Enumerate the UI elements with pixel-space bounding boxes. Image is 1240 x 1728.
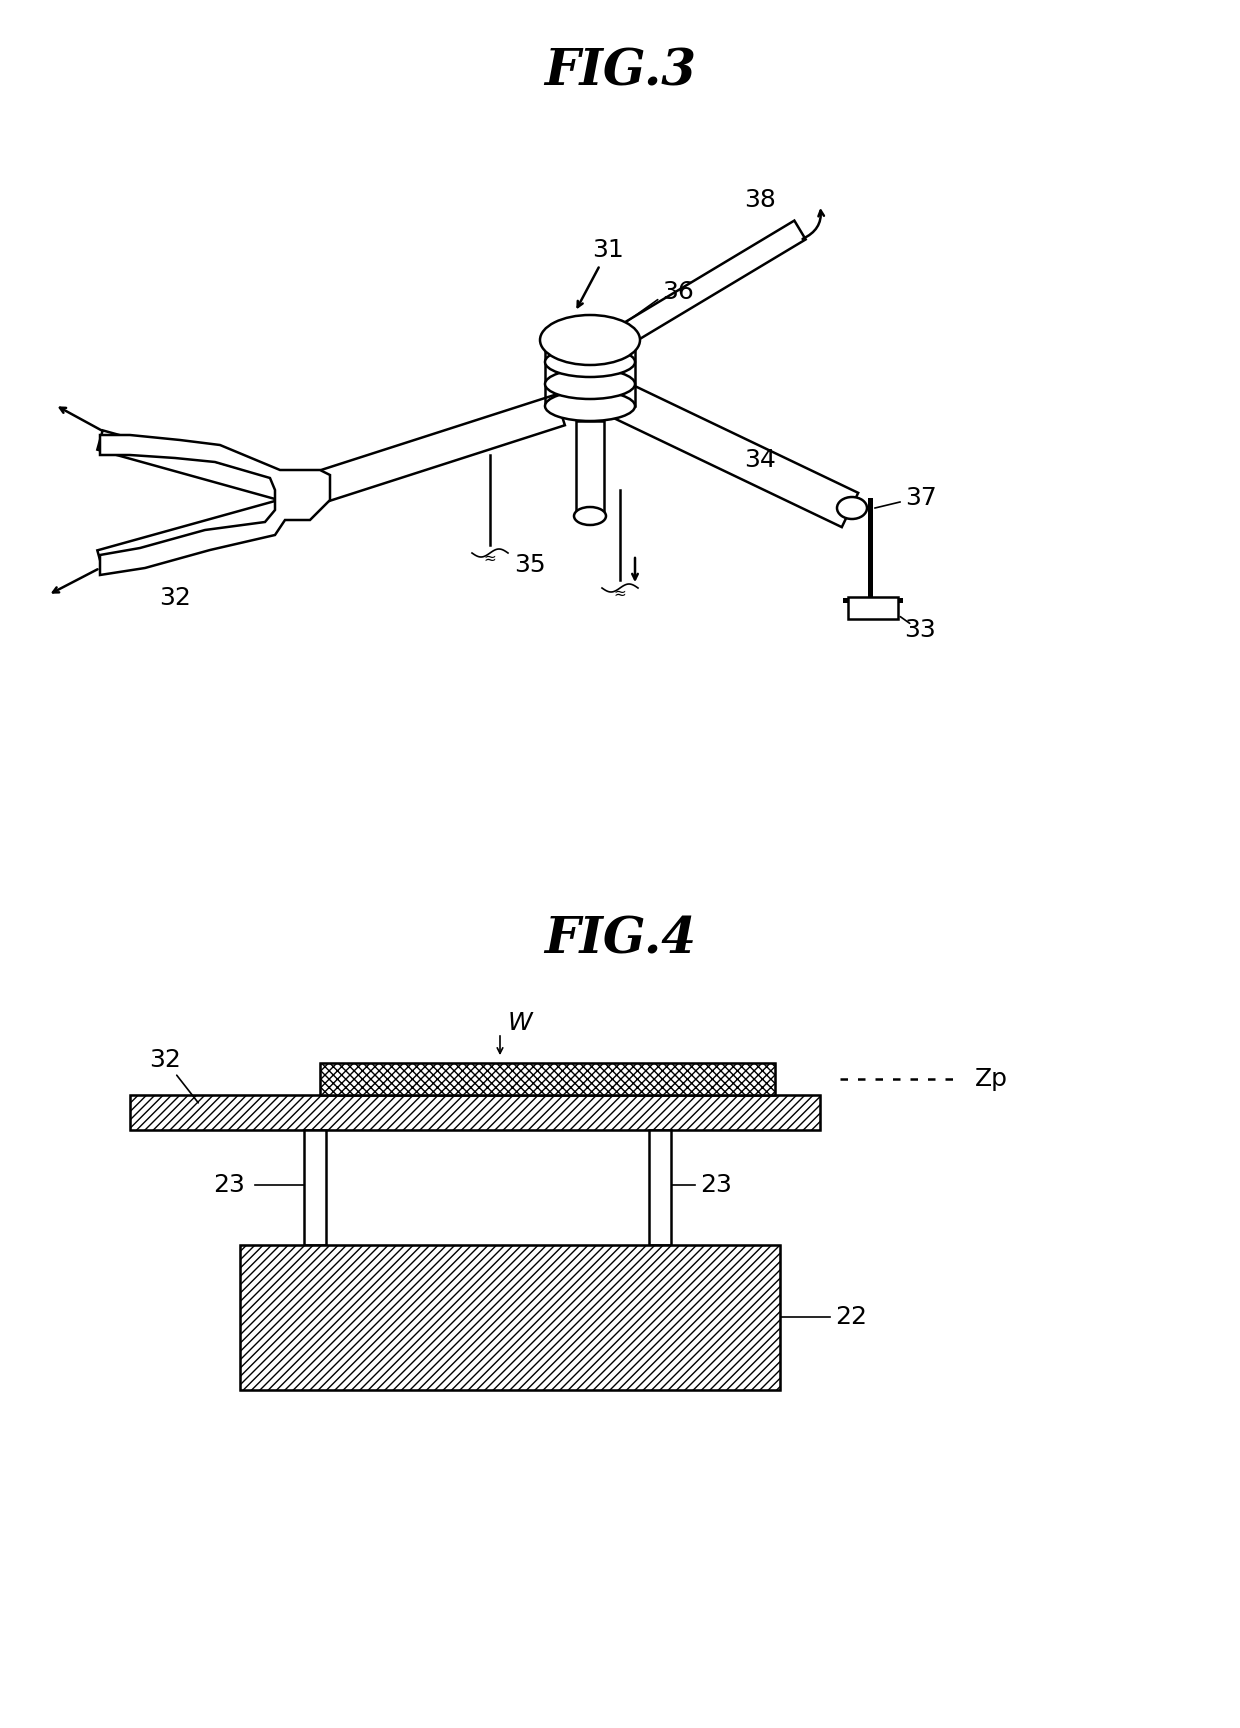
Bar bbox=[848, 596, 898, 619]
Polygon shape bbox=[619, 221, 806, 344]
Ellipse shape bbox=[546, 391, 635, 422]
Bar bbox=[304, 1130, 326, 1244]
Text: Zp: Zp bbox=[975, 1066, 1008, 1090]
Text: FIG.3: FIG.3 bbox=[544, 47, 696, 97]
Ellipse shape bbox=[837, 498, 867, 518]
Text: 31: 31 bbox=[593, 238, 624, 263]
Text: 32: 32 bbox=[159, 586, 191, 610]
Polygon shape bbox=[611, 384, 858, 527]
Text: ≈: ≈ bbox=[484, 551, 496, 567]
Text: 35: 35 bbox=[515, 553, 546, 577]
Polygon shape bbox=[100, 435, 330, 575]
Text: 36: 36 bbox=[662, 280, 694, 304]
Text: ≈: ≈ bbox=[614, 586, 626, 601]
Bar bbox=[320, 1063, 775, 1096]
Text: 33: 33 bbox=[904, 619, 936, 643]
Text: 22: 22 bbox=[835, 1305, 867, 1329]
Text: W: W bbox=[507, 1011, 532, 1035]
Bar bbox=[241, 1244, 780, 1389]
Bar bbox=[130, 1096, 820, 1130]
Bar bbox=[649, 1130, 671, 1244]
Text: 23: 23 bbox=[213, 1173, 246, 1198]
Polygon shape bbox=[275, 394, 565, 515]
Text: FIG.4: FIG.4 bbox=[544, 916, 696, 964]
Ellipse shape bbox=[546, 347, 635, 377]
Bar bbox=[130, 1096, 820, 1130]
Bar bbox=[241, 1244, 780, 1389]
Ellipse shape bbox=[574, 506, 606, 525]
Text: 34: 34 bbox=[744, 448, 776, 472]
Ellipse shape bbox=[539, 314, 640, 365]
Text: 38: 38 bbox=[744, 188, 776, 213]
Text: 32: 32 bbox=[149, 1047, 181, 1071]
Text: 37: 37 bbox=[905, 486, 936, 510]
Bar bbox=[577, 422, 604, 517]
Bar bbox=[320, 1063, 775, 1096]
Text: 23: 23 bbox=[701, 1173, 732, 1198]
Polygon shape bbox=[97, 501, 283, 570]
Polygon shape bbox=[97, 430, 283, 499]
Ellipse shape bbox=[546, 370, 635, 399]
